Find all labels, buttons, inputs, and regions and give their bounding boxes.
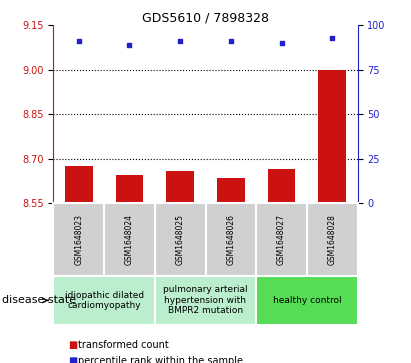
Point <box>126 42 133 48</box>
Bar <box>53 203 104 276</box>
Bar <box>53 276 155 325</box>
Bar <box>256 203 307 276</box>
Bar <box>307 203 358 276</box>
Bar <box>65 166 93 203</box>
Bar <box>166 171 194 203</box>
Text: GSM1648025: GSM1648025 <box>175 214 185 265</box>
Text: GSM1648028: GSM1648028 <box>328 214 337 265</box>
Text: ■: ■ <box>68 356 77 363</box>
Title: GDS5610 / 7898328: GDS5610 / 7898328 <box>142 11 269 24</box>
Text: idiopathic dilated
cardiomyopathy: idiopathic dilated cardiomyopathy <box>65 291 144 310</box>
Bar <box>318 70 346 203</box>
Text: ■: ■ <box>68 340 77 350</box>
Text: disease state: disease state <box>2 295 76 305</box>
Text: GSM1648023: GSM1648023 <box>74 214 83 265</box>
Bar <box>155 203 206 276</box>
Bar <box>217 178 245 203</box>
Point <box>278 40 285 46</box>
Bar <box>155 276 256 325</box>
Point <box>329 35 335 41</box>
Text: percentile rank within the sample: percentile rank within the sample <box>78 356 243 363</box>
Text: transformed count: transformed count <box>78 340 169 350</box>
Bar <box>256 276 358 325</box>
Bar <box>206 203 256 276</box>
Text: GSM1648027: GSM1648027 <box>277 214 286 265</box>
Point <box>76 38 82 44</box>
Text: GSM1648026: GSM1648026 <box>226 214 236 265</box>
Text: healthy control: healthy control <box>272 296 341 305</box>
Bar <box>104 203 155 276</box>
Text: pulmonary arterial
hypertension with
BMPR2 mutation: pulmonary arterial hypertension with BMP… <box>163 285 248 315</box>
Point <box>228 38 234 44</box>
Text: GSM1648024: GSM1648024 <box>125 214 134 265</box>
Bar <box>115 175 143 203</box>
Bar <box>268 169 296 203</box>
Point <box>177 38 183 44</box>
